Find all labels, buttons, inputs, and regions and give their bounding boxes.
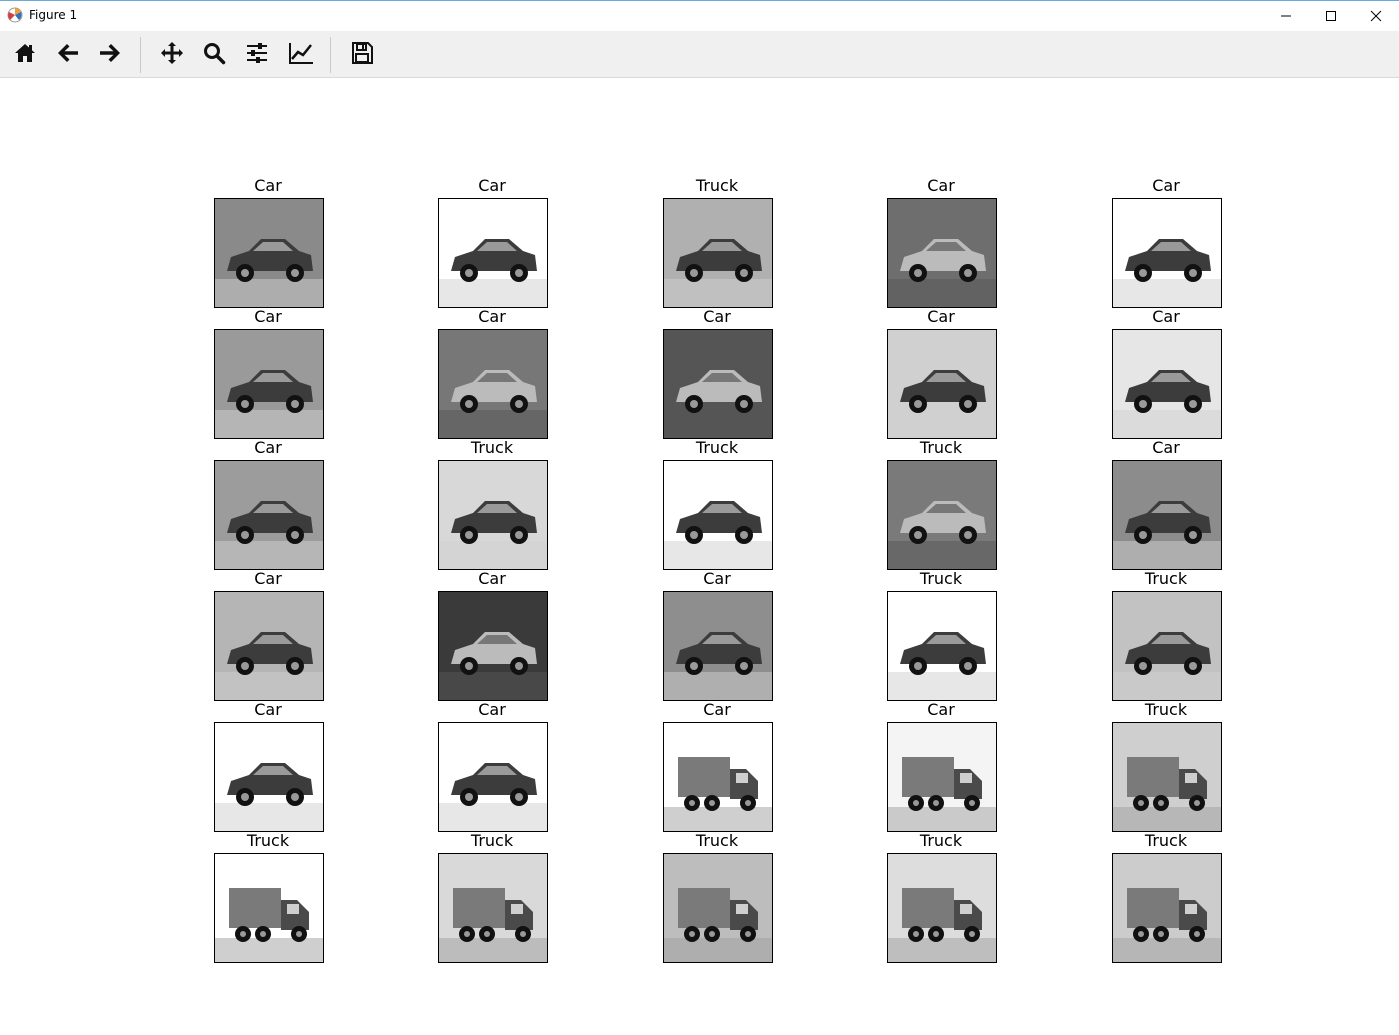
truck-image bbox=[887, 722, 997, 832]
subplot-title: Truck bbox=[1144, 569, 1188, 588]
subplot-title: Car bbox=[927, 176, 955, 195]
subplot-title: Truck bbox=[919, 831, 963, 850]
sliders-icon bbox=[245, 41, 269, 69]
configure-subplots-button[interactable] bbox=[241, 39, 273, 71]
car-image bbox=[663, 329, 773, 439]
navigation-toolbar bbox=[0, 31, 1399, 78]
car-image bbox=[887, 198, 997, 308]
car-image bbox=[887, 329, 997, 439]
car-image bbox=[438, 722, 548, 832]
subplot-title: Car bbox=[478, 569, 506, 588]
subplot-title: Car bbox=[254, 700, 282, 719]
subplot-title: Car bbox=[927, 307, 955, 326]
car-image bbox=[1112, 591, 1222, 701]
car-image bbox=[438, 460, 548, 570]
car-image bbox=[214, 591, 324, 701]
subplot-title: Truck bbox=[919, 438, 963, 457]
subplot-title: Car bbox=[1152, 176, 1180, 195]
subplot-title: Car bbox=[1152, 307, 1180, 326]
subplot-title: Car bbox=[254, 176, 282, 195]
matplotlib-icon bbox=[7, 7, 23, 23]
edit-axis-button[interactable] bbox=[285, 39, 317, 71]
close-icon bbox=[1370, 7, 1382, 26]
save-button[interactable] bbox=[346, 39, 378, 71]
car-image bbox=[1112, 329, 1222, 439]
magnifier-icon bbox=[202, 41, 226, 69]
car-image bbox=[887, 591, 997, 701]
car-image bbox=[438, 198, 548, 308]
subplot-title: Truck bbox=[1144, 700, 1188, 719]
line-chart-icon bbox=[288, 41, 314, 69]
car-image bbox=[214, 198, 324, 308]
car-image bbox=[438, 591, 548, 701]
truck-image bbox=[663, 722, 773, 832]
window-title: Figure 1 bbox=[29, 8, 78, 22]
toolbar-separator bbox=[330, 37, 331, 73]
truck-image bbox=[887, 853, 997, 963]
pan-button[interactable] bbox=[156, 39, 188, 71]
maximize-button[interactable] bbox=[1308, 2, 1354, 31]
truck-image bbox=[663, 853, 773, 963]
truck-image bbox=[1112, 853, 1222, 963]
title-bar[interactable]: Figure 1 bbox=[0, 1, 1399, 31]
close-button[interactable] bbox=[1353, 2, 1399, 31]
truck-image bbox=[438, 853, 548, 963]
subplot-title: Car bbox=[703, 307, 731, 326]
forward-button[interactable] bbox=[94, 39, 126, 71]
floppy-disk-icon bbox=[350, 41, 374, 69]
truck-image bbox=[1112, 722, 1222, 832]
subplot-title: Car bbox=[478, 176, 506, 195]
subplot-title: Truck bbox=[695, 176, 739, 195]
car-image bbox=[663, 460, 773, 570]
car-image bbox=[214, 460, 324, 570]
maximize-icon bbox=[1325, 7, 1337, 26]
subplot-title: Car bbox=[254, 569, 282, 588]
move-icon bbox=[160, 41, 184, 69]
car-image bbox=[663, 591, 773, 701]
minimize-button[interactable] bbox=[1263, 2, 1309, 31]
subplot-title: Car bbox=[1152, 438, 1180, 457]
subplot-title: Truck bbox=[470, 438, 514, 457]
car-image bbox=[214, 329, 324, 439]
zoom-button[interactable] bbox=[198, 39, 230, 71]
window-accent-line bbox=[0, 0, 1399, 1]
minimize-icon bbox=[1280, 7, 1292, 26]
subplot-title: Truck bbox=[246, 831, 290, 850]
car-image bbox=[663, 198, 773, 308]
subplot-title: Car bbox=[254, 438, 282, 457]
subplot-title: Car bbox=[703, 700, 731, 719]
car-image bbox=[887, 460, 997, 570]
subplot-title: Truck bbox=[919, 569, 963, 588]
car-image bbox=[1112, 460, 1222, 570]
home-button[interactable] bbox=[9, 39, 41, 71]
subplot-title: Truck bbox=[695, 438, 739, 457]
car-image bbox=[438, 329, 548, 439]
subplot-title: Car bbox=[927, 700, 955, 719]
car-image bbox=[214, 722, 324, 832]
home-icon bbox=[13, 41, 37, 69]
subplot-title: Truck bbox=[470, 831, 514, 850]
subplot-title: Truck bbox=[1144, 831, 1188, 850]
figure-canvas[interactable]: Car Car Truck Car Car Car Car Car Car Car Car Truck… bbox=[0, 78, 1399, 1035]
subplot-title: Car bbox=[478, 307, 506, 326]
subplot-title: Car bbox=[703, 569, 731, 588]
subplot-title: Truck bbox=[695, 831, 739, 850]
arrow-right-icon bbox=[98, 41, 122, 69]
truck-image bbox=[214, 853, 324, 963]
toolbar-separator bbox=[140, 37, 141, 73]
arrow-left-icon bbox=[56, 41, 80, 69]
subplot-title: Car bbox=[254, 307, 282, 326]
car-image bbox=[1112, 198, 1222, 308]
back-button[interactable] bbox=[52, 39, 84, 71]
subplot-title: Car bbox=[478, 700, 506, 719]
